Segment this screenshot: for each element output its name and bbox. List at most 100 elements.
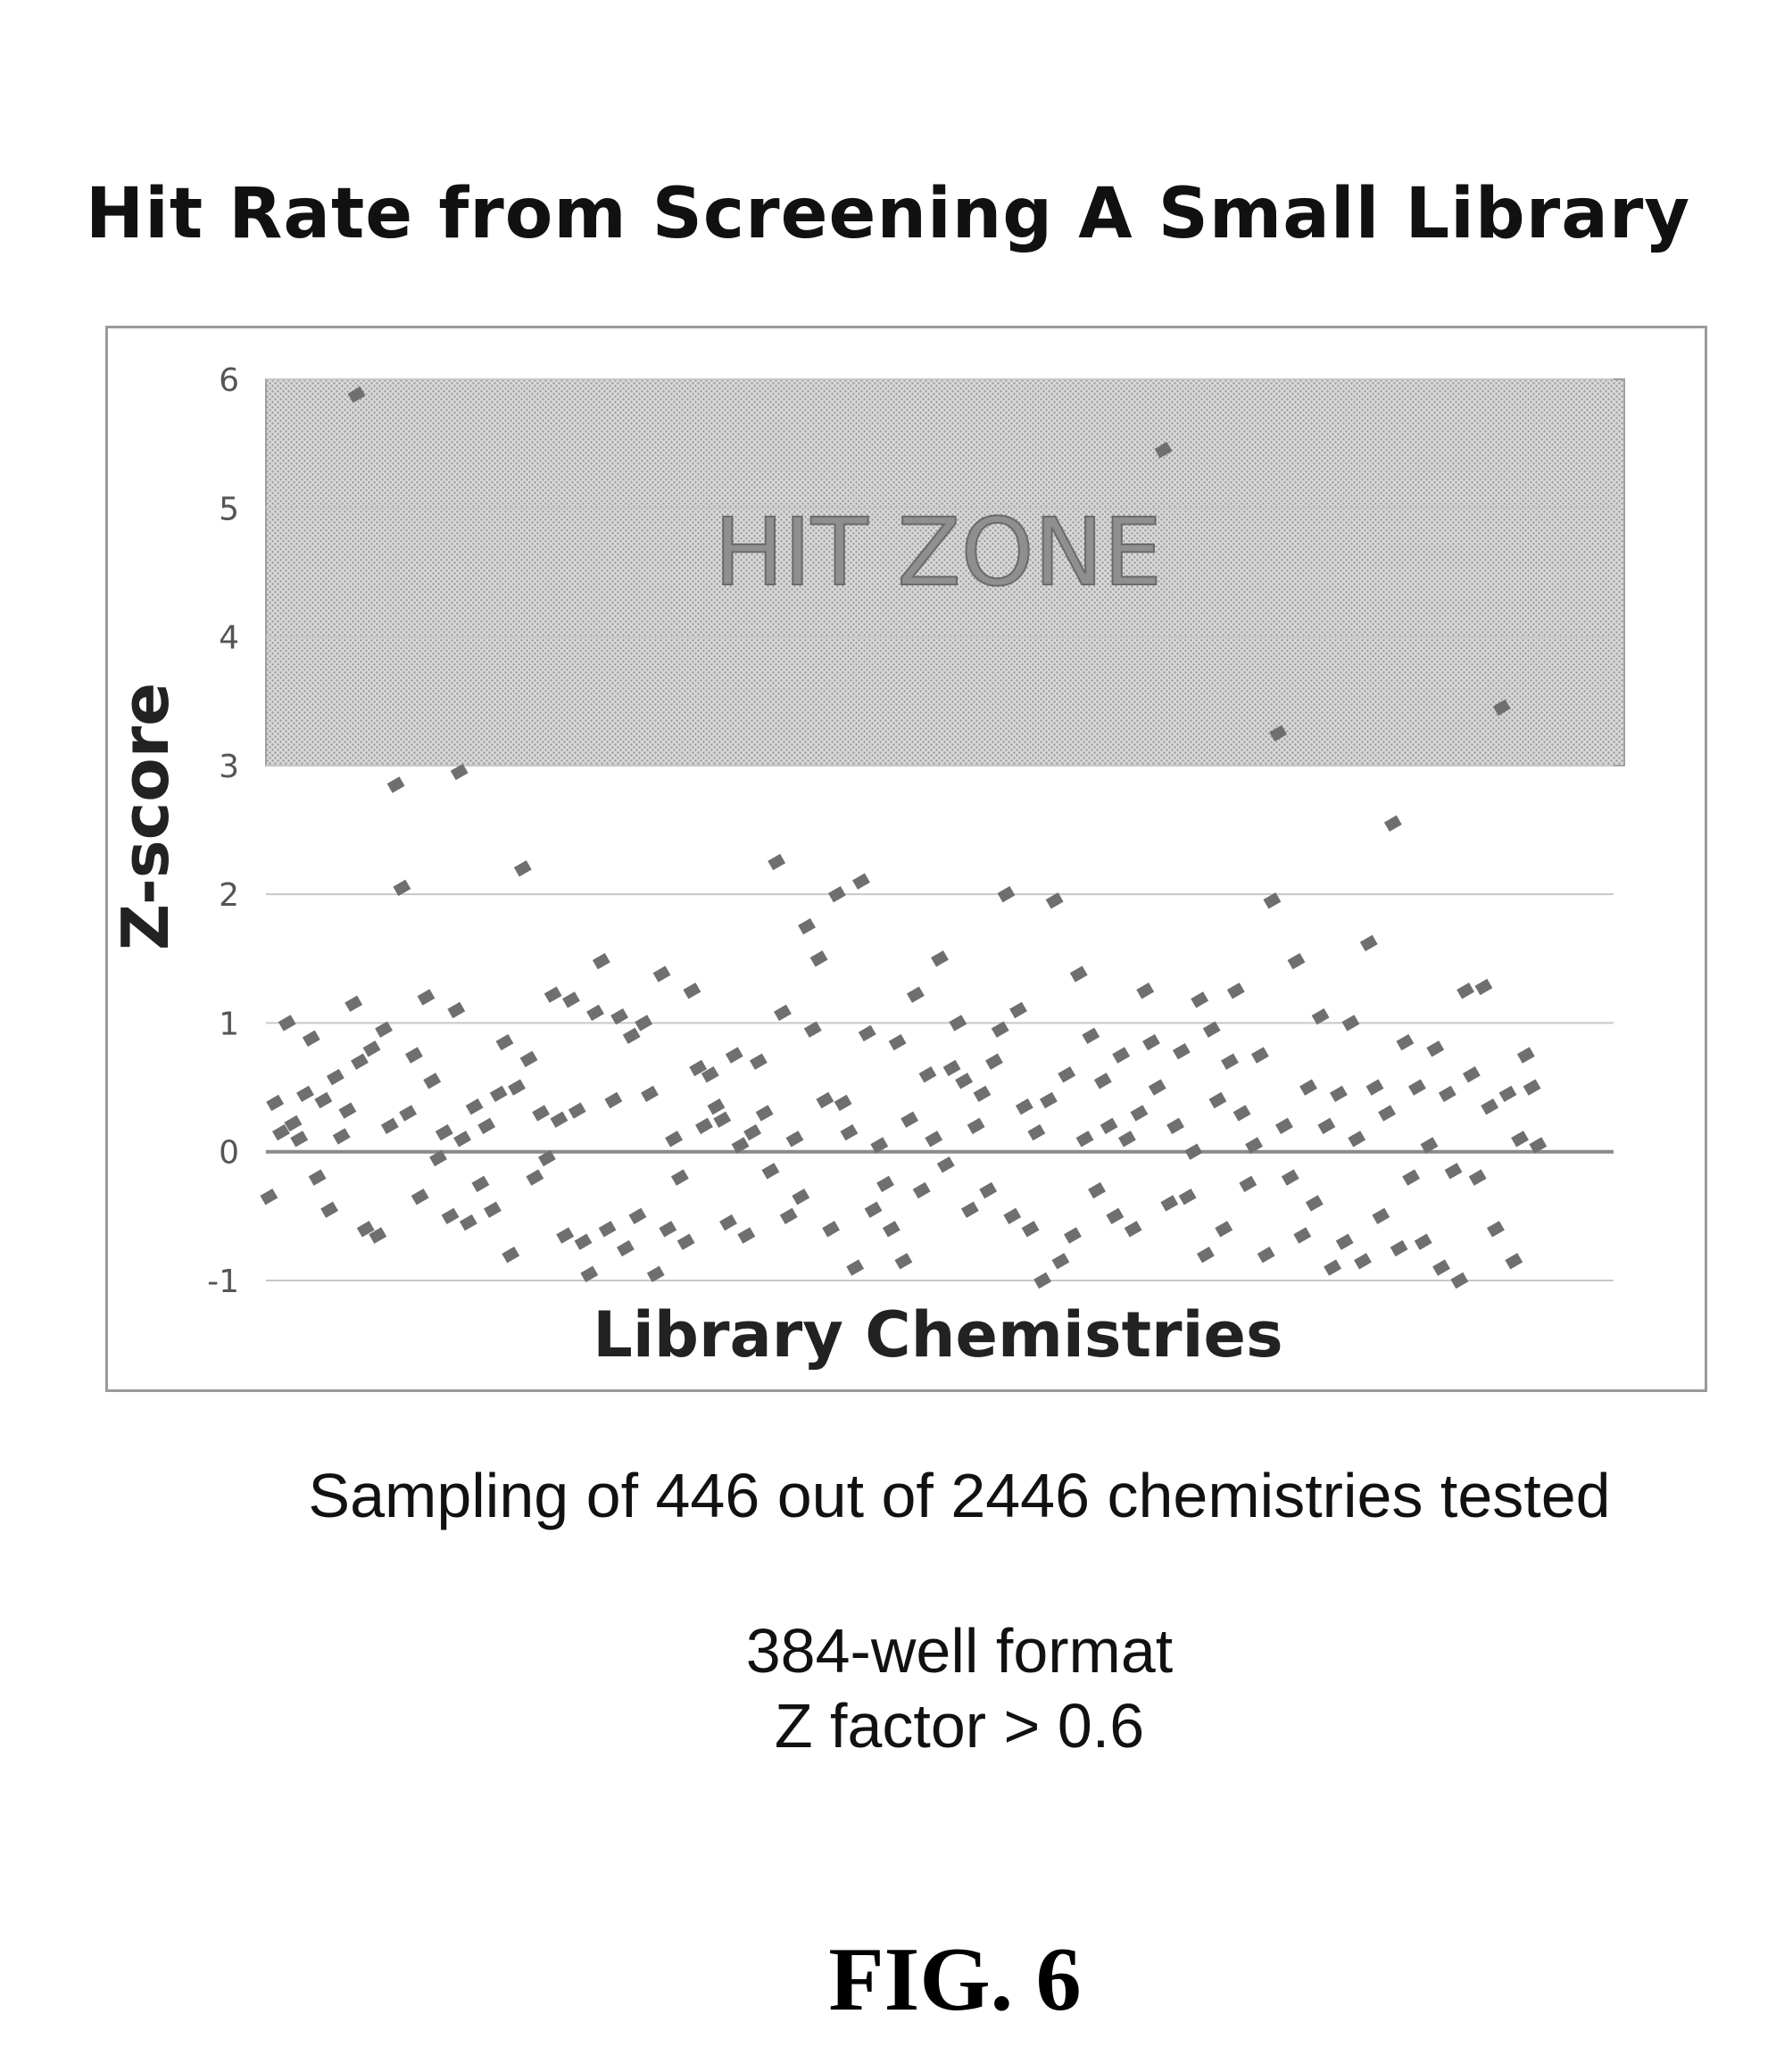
data-point: [1131, 1105, 1149, 1121]
data-point: [1378, 1105, 1396, 1121]
y-axis-label: Z-score: [108, 683, 183, 950]
data-point: [659, 1221, 676, 1237]
data-point: [756, 1105, 774, 1121]
data-point: [460, 1214, 477, 1231]
hit-zone-label: HIT ZONE: [714, 498, 1162, 607]
data-point: [792, 1189, 809, 1205]
data-point: [1100, 1118, 1118, 1134]
data-point: [1293, 1227, 1311, 1243]
data-point: [1487, 1221, 1505, 1237]
data-point: [568, 1102, 586, 1118]
y-tick-label: 0: [219, 1135, 239, 1172]
data-point: [1227, 982, 1245, 999]
data-point: [961, 1201, 979, 1217]
data-point: [1336, 1234, 1354, 1250]
data-point: [955, 1073, 973, 1089]
data-point: [1505, 1253, 1523, 1269]
data-point: [1118, 1131, 1136, 1147]
caption-sampling: Sampling of 446 out of 2446 chemistries …: [205, 1460, 1714, 1531]
data-point: [1330, 1086, 1348, 1102]
data-point: [387, 776, 405, 792]
data-point: [979, 1182, 997, 1198]
data-point: [623, 1028, 641, 1044]
data-point: [453, 1131, 471, 1147]
data-point: [1439, 1086, 1456, 1102]
data-point: [1299, 1079, 1317, 1095]
y-tick-label: 1: [219, 1006, 239, 1042]
data-point: [985, 1054, 1003, 1070]
y-tick-label: 6: [219, 362, 239, 399]
data-point: [900, 1111, 918, 1127]
data-point: [641, 1086, 659, 1102]
data-point: [726, 1047, 743, 1063]
data-point: [671, 1169, 689, 1185]
data-point: [1469, 1169, 1487, 1185]
data-point: [1257, 1247, 1275, 1263]
data-point: [719, 1214, 737, 1231]
scatter-chart: -10123456 HIT ZONE Library Chemistries Z…: [105, 326, 1707, 1392]
data-point: [708, 1098, 726, 1115]
data-point: [604, 1092, 622, 1108]
data-point: [1184, 1144, 1202, 1160]
data-point: [1125, 1221, 1142, 1237]
data-point: [629, 1208, 647, 1224]
data-point: [556, 1227, 574, 1243]
caption-format: 384-well format: [446, 1613, 1473, 1688]
data-point: [1366, 1079, 1384, 1095]
data-point: [333, 1128, 351, 1144]
data-point: [1445, 1163, 1463, 1179]
data-point: [1450, 1272, 1468, 1289]
data-point: [477, 1118, 495, 1134]
data-point: [447, 1002, 465, 1018]
y-tick-label: 2: [219, 877, 239, 914]
data-point: [1233, 1105, 1251, 1121]
data-point: [750, 1054, 768, 1070]
data-point: [514, 860, 532, 876]
data-point: [423, 1073, 441, 1089]
data-point: [1209, 1092, 1227, 1108]
data-point: [798, 918, 816, 934]
data-point: [1342, 1015, 1360, 1031]
data-point: [1523, 1079, 1541, 1095]
data-point: [599, 1221, 617, 1237]
data-point: [1474, 979, 1492, 995]
x-axis-label: Library Chemistries: [593, 1298, 1282, 1372]
data-point: [635, 1015, 652, 1031]
data-point: [466, 1098, 484, 1115]
data-point: [363, 1040, 381, 1057]
data-point: [544, 986, 562, 1002]
data-point: [1040, 1092, 1058, 1108]
data-point: [1058, 1066, 1075, 1082]
data-point: [520, 1051, 538, 1067]
data-point: [290, 1131, 308, 1147]
data-point: [1402, 1169, 1420, 1185]
data-point: [278, 1015, 296, 1031]
data-point: [841, 1124, 859, 1140]
data-point: [1499, 1086, 1517, 1102]
data-point: [490, 1086, 508, 1102]
data-point: [1306, 1195, 1324, 1211]
data-point: [1173, 1043, 1191, 1059]
data-point: [1051, 1253, 1069, 1269]
data-point: [1022, 1221, 1040, 1237]
data-point: [314, 1092, 332, 1108]
y-tick-label: 5: [219, 491, 239, 527]
data-point: [846, 1259, 864, 1275]
data-point: [859, 1025, 876, 1041]
data-point: [1415, 1234, 1432, 1250]
data-point: [761, 1163, 779, 1179]
data-point: [1408, 1079, 1426, 1095]
chart-title: Hit Rate from Screening A Small Library: [0, 174, 1776, 254]
caption-z-factor: Z factor > 0.6: [446, 1688, 1473, 1763]
data-point: [786, 1131, 804, 1147]
data-point: [1106, 1208, 1124, 1224]
data-point: [1076, 1131, 1094, 1147]
data-point: [266, 1095, 284, 1111]
data-point: [894, 1253, 912, 1269]
data-point: [834, 1095, 852, 1111]
data-point: [575, 1234, 593, 1250]
data-point: [919, 1066, 937, 1082]
data-point: [484, 1201, 502, 1217]
data-point: [1456, 982, 1474, 999]
data-point: [344, 996, 362, 1012]
